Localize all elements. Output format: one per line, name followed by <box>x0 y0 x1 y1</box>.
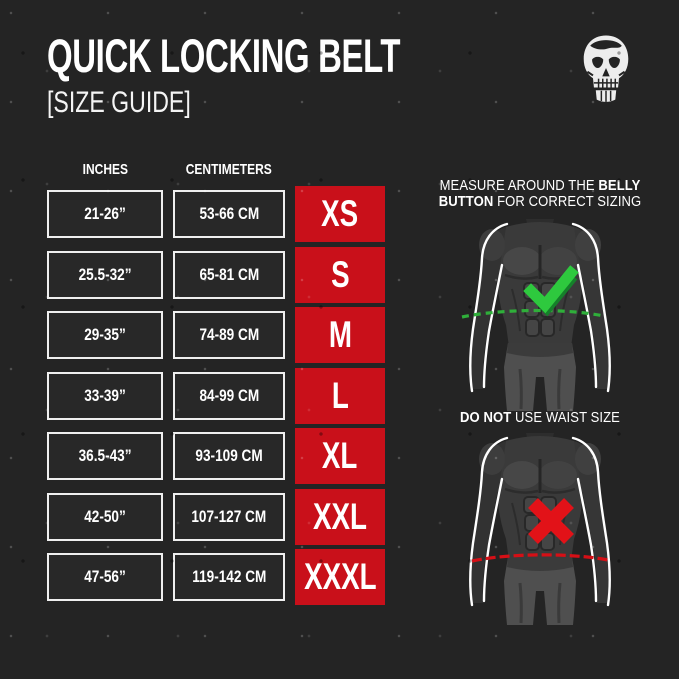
table-row: 42-50” 107-127 CM XXL <box>47 488 385 545</box>
centimeters-cell: 119-142 CM <box>173 553 285 601</box>
table-row: 33-39” 84-99 CM L <box>47 367 385 424</box>
column-header-inches: INCHES <box>82 161 128 178</box>
torso-figure-incorrect <box>469 433 611 625</box>
size-badge: XS <box>295 186 385 242</box>
size-badge: S <box>295 246 385 303</box>
cross-icon <box>528 498 574 544</box>
inches-cell: 21-26” <box>47 190 163 238</box>
size-badge: XXXL <box>295 549 385 605</box>
centimeters-cell: 65-81 CM <box>173 250 285 299</box>
skull-icon <box>583 35 629 102</box>
body-outline <box>469 222 611 393</box>
inches-cell: 29-35” <box>47 311 163 359</box>
inches-cell: 47-56” <box>47 553 163 601</box>
table-row: 47-56” 119-142 CM XXXL <box>47 549 385 605</box>
table-row: 36.5-43” 93-109 CM XL <box>47 428 385 484</box>
size-badge: XXL <box>295 488 385 545</box>
centimeters-cell: 107-127 CM <box>173 492 285 541</box>
column-header-centimeters: CENTIMETERS <box>185 161 272 178</box>
measure-instruction: MEASURE AROUND THE BELLY BUTTON FOR CORR… <box>438 178 642 211</box>
centimeters-cell: 84-99 CM <box>173 371 285 420</box>
centimeters-cell: 93-109 CM <box>173 432 285 480</box>
check-icon <box>523 265 579 314</box>
inches-cell: 42-50” <box>47 492 163 541</box>
size-table: 21-26” 53-66 CM XS 25.5-32” 65-81 CM S 2… <box>47 186 385 605</box>
size-badge: XL <box>295 428 385 484</box>
table-row: 29-35” 74-89 CM M <box>47 307 385 363</box>
table-row: 21-26” 53-66 CM XS <box>47 186 385 242</box>
waist-warning: DO NOT USE WAIST SIZE <box>459 410 620 426</box>
torso-figure-correct <box>461 219 611 411</box>
size-badge: L <box>295 367 385 424</box>
body-outline <box>469 436 611 607</box>
inches-cell: 33-39” <box>47 371 163 420</box>
inches-cell: 36.5-43” <box>47 432 163 480</box>
table-row: 25.5-32” 65-81 CM S <box>47 246 385 303</box>
page-subtitle: [SIZE GUIDE] <box>47 86 191 119</box>
size-badge: M <box>295 307 385 363</box>
centimeters-cell: 53-66 CM <box>173 190 285 238</box>
table-header-row: INCHES CENTIMETERS <box>47 161 285 178</box>
measure-line <box>461 308 605 319</box>
centimeters-cell: 74-89 CM <box>173 311 285 359</box>
page-title: QUICK LOCKING BELT <box>47 29 401 82</box>
inches-cell: 25.5-32” <box>47 250 163 299</box>
